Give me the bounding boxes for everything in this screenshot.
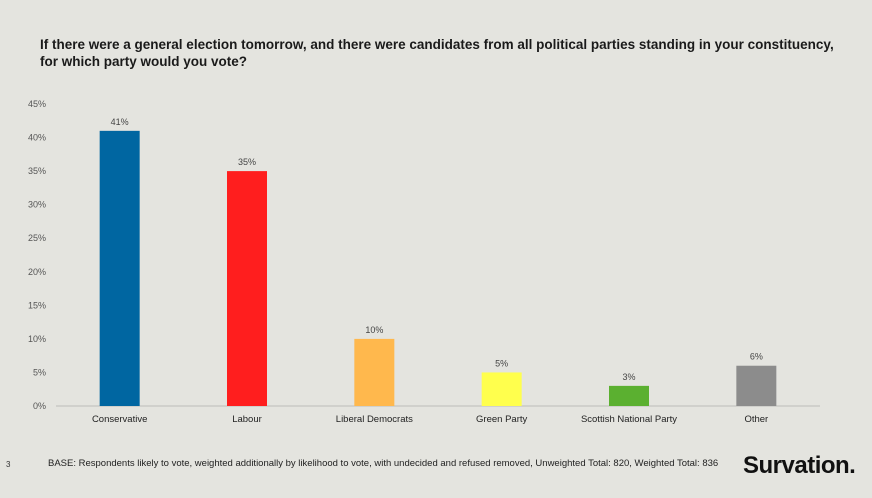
data-label: 10%	[365, 325, 383, 335]
category-label: Labour	[232, 414, 262, 425]
y-tick-label: 0%	[33, 401, 46, 411]
chart-title: If there were a general election tomorro…	[40, 37, 834, 69]
survation-logo: Survation.	[743, 452, 856, 479]
bar-other	[736, 365, 777, 406]
y-axis: 0% 5% 10% 15% 20% 25% 30% 35% 40% 45%	[28, 99, 46, 411]
category-label: Other	[744, 414, 768, 425]
bar-liberal-democrats	[354, 338, 395, 406]
category-label: Scottish National Party	[581, 414, 677, 425]
bar-green-party	[481, 372, 522, 406]
bar-conservative	[99, 130, 140, 406]
bar-chart: 0% 5% 10% 15% 20% 25% 30% 35% 40% 45% 41% Conserva…	[28, 99, 820, 425]
y-tick-label: 15%	[28, 300, 46, 310]
data-label: 6%	[750, 352, 763, 362]
base-note: BASE: Respondents likely to vote, weight…	[48, 458, 719, 469]
y-tick-label: 35%	[28, 166, 46, 176]
y-tick-label: 10%	[28, 334, 46, 344]
y-tick-label: 45%	[28, 99, 46, 109]
category-label: Green Party	[476, 414, 527, 425]
data-label: 5%	[495, 358, 508, 368]
data-label: 41%	[111, 117, 129, 127]
y-tick-label: 30%	[28, 200, 46, 210]
data-label: 35%	[238, 157, 256, 167]
bar-labour	[227, 171, 267, 406]
y-tick-label: 20%	[28, 267, 46, 277]
page-number: 3	[6, 460, 11, 469]
y-tick-label: 5%	[33, 367, 46, 377]
bar-scottish-national-party	[609, 385, 649, 406]
y-tick-label: 40%	[28, 133, 46, 143]
bars: 41% Conservative 35% Labour 10% Liberal Democ…	[92, 117, 777, 425]
data-label: 3%	[622, 372, 635, 382]
category-label: Conservative	[92, 414, 147, 425]
category-label: Liberal Democrats	[336, 414, 413, 425]
y-tick-label: 25%	[28, 233, 46, 243]
